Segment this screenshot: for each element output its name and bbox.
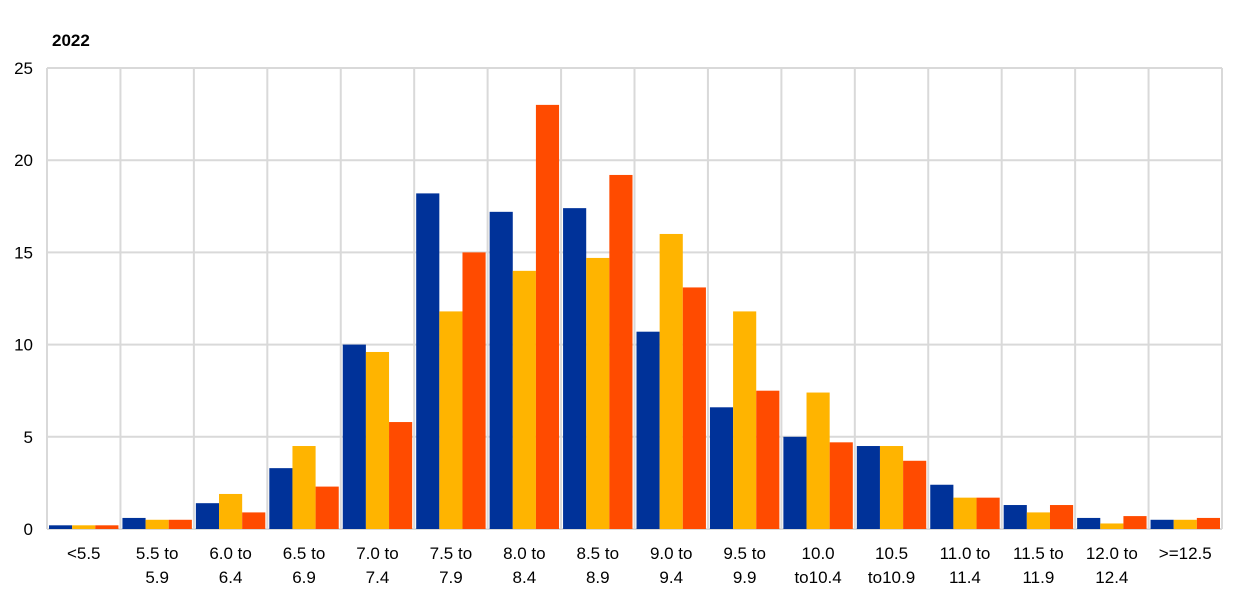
- bar: [269, 468, 293, 529]
- x-tick-label: 9.5 to 9.9: [723, 544, 766, 587]
- bar: [145, 519, 169, 529]
- bar: [1003, 505, 1027, 529]
- chart-title: 2022: [52, 31, 90, 50]
- bar: [49, 525, 73, 529]
- x-tick-label: 10.0 to10.4: [794, 544, 841, 587]
- x-tick-label: <5.5: [67, 544, 101, 563]
- x-tick-label: 7.0 to 7.4: [356, 544, 399, 587]
- y-tick-label: 25: [14, 59, 33, 78]
- bar: [1077, 517, 1101, 529]
- x-tick-label: 5.5 to 5.9: [136, 544, 179, 587]
- bar: [365, 351, 390, 529]
- bar: [1196, 517, 1220, 529]
- bar: [439, 311, 463, 529]
- y-tick-label: 15: [14, 243, 33, 262]
- y-tick-label: 0: [24, 520, 33, 539]
- bar: [219, 493, 243, 529]
- bar: [586, 257, 610, 529]
- bar: [733, 311, 757, 529]
- bar: [1026, 512, 1050, 529]
- bar: [292, 446, 316, 529]
- bar: [1049, 505, 1074, 529]
- bar: [1100, 523, 1124, 529]
- x-tick-label: 8.5 to 8.9: [577, 544, 620, 587]
- bar: [535, 104, 560, 529]
- bar: [195, 503, 220, 529]
- y-tick-label: 5: [24, 428, 33, 447]
- bar: [709, 407, 734, 529]
- bar: [168, 519, 192, 529]
- bar: [953, 497, 977, 529]
- x-tick-label: 11.5 to 11.9: [1013, 544, 1064, 587]
- bar: [563, 208, 587, 530]
- y-tick-label: 10: [14, 336, 33, 355]
- bar: [829, 442, 853, 529]
- x-tick-label: 6.0 to 6.4: [209, 544, 252, 587]
- x-tick-label: 10.5 to10.9: [868, 544, 915, 587]
- bar: [903, 460, 927, 529]
- bar: [315, 486, 339, 529]
- x-tick-label: 8.0 to 8.4: [503, 544, 546, 587]
- bar: [856, 446, 880, 529]
- x-tick-label: 9.0 to 9.4: [650, 544, 693, 587]
- bar: [806, 392, 830, 529]
- bar: [659, 233, 683, 529]
- bar: [1123, 516, 1147, 529]
- bar: [1150, 519, 1174, 529]
- bar: [756, 390, 780, 529]
- bar: [682, 287, 706, 529]
- x-tick-label: 7.5 to 7.9: [430, 544, 473, 587]
- bar: [342, 344, 366, 529]
- bar: [512, 270, 536, 529]
- bar: [95, 525, 119, 529]
- bar: [122, 517, 146, 529]
- bar: [462, 252, 486, 529]
- bar: [1173, 519, 1197, 529]
- x-tick-label: 11.0 to 11.4: [940, 544, 991, 587]
- bar: [72, 525, 96, 529]
- y-tick-label: 20: [14, 151, 33, 170]
- bar: [930, 484, 954, 529]
- bar: [242, 512, 266, 529]
- x-tick-label: 12.0 to 12.4: [1086, 544, 1138, 587]
- bar: [976, 497, 1000, 529]
- bar: [416, 193, 440, 529]
- bar: [879, 446, 904, 529]
- x-tick-label: 6.5 to 6.9: [283, 544, 326, 587]
- bar: [489, 211, 513, 529]
- x-tick-label: >=12.5: [1159, 544, 1212, 563]
- bar: [389, 422, 413, 529]
- bar: [609, 174, 633, 529]
- bar: [783, 436, 807, 529]
- bar: [636, 331, 660, 529]
